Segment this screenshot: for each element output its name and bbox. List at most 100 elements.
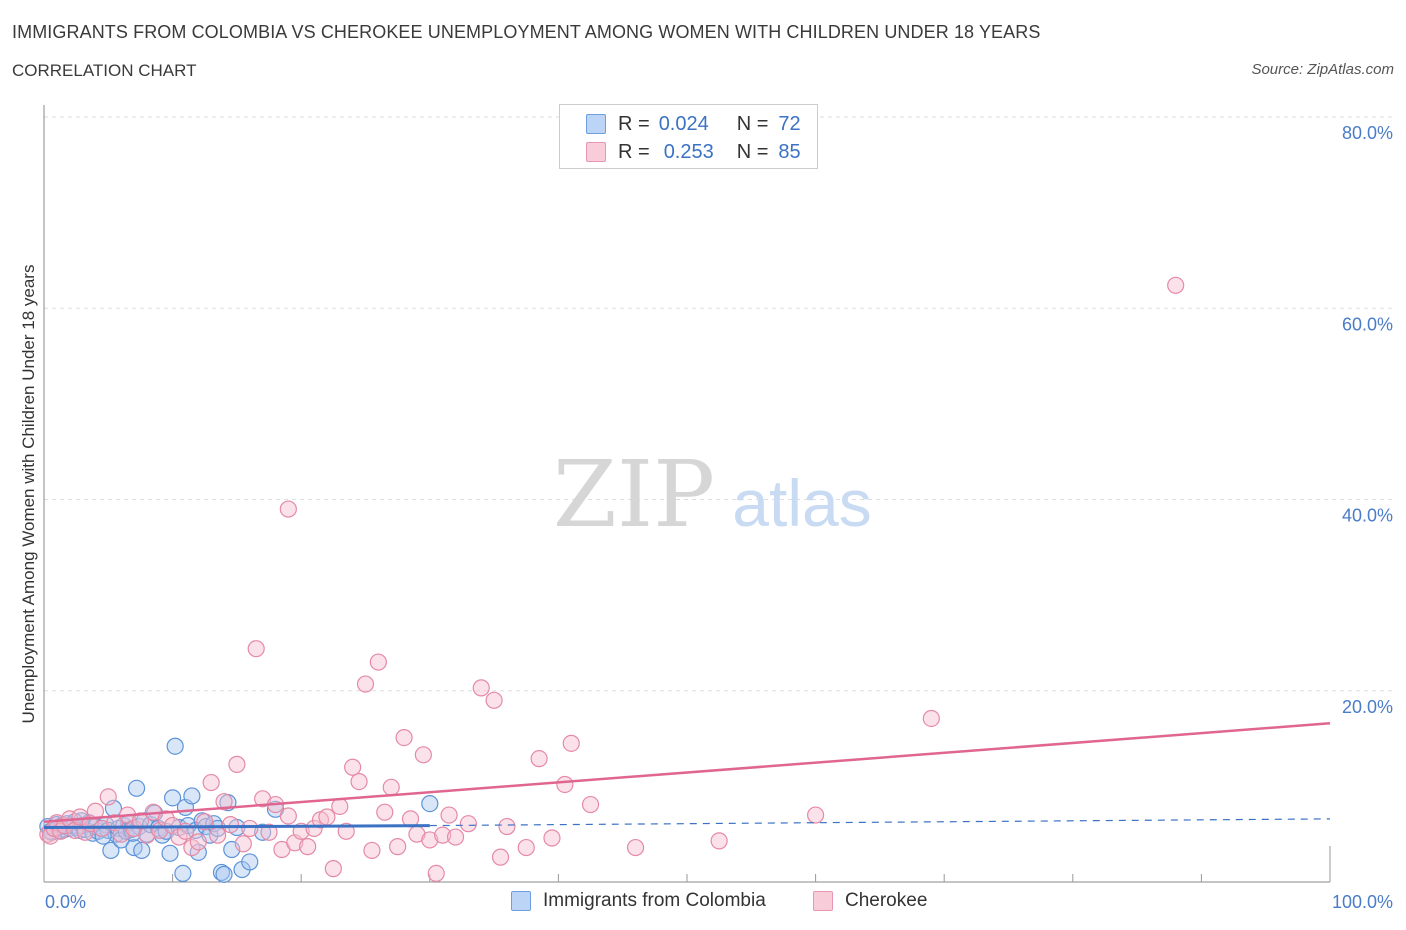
cherokee-point-74 — [530, 750, 548, 768]
cherokee-point-44 — [299, 838, 317, 856]
chart-title: IMMIGRANTS FROM COLOMBIA VS CHEROKEE UNE… — [12, 22, 1041, 42]
x-tick-label-max: 100.0% — [1332, 892, 1393, 912]
cherokee-point-58 — [389, 838, 407, 856]
cherokee-point-83 — [1167, 276, 1185, 294]
legend-swatch-colombia — [586, 114, 606, 134]
legend-swatch-cherokee — [586, 142, 606, 162]
cherokee-point-54 — [363, 841, 381, 860]
cherokee-point-34 — [234, 835, 252, 853]
cherokee-point-47 — [318, 808, 336, 826]
trend-line-colombia-dashed — [429, 818, 1331, 827]
cherokee-point-63 — [421, 831, 439, 849]
cherokee-point-27 — [189, 833, 207, 851]
colombia-point-43 — [164, 789, 182, 807]
colombia-point-63 — [241, 853, 259, 871]
colombia-point-32 — [127, 779, 146, 797]
colombia-point-42 — [161, 844, 179, 862]
cherokee-point-82 — [922, 709, 940, 728]
cherokee-point-62 — [414, 746, 432, 764]
bottom-legend-label-colombia: Immigrants from Colombia — [543, 890, 766, 911]
legend-row-colombia: R = 0.024 N = 72 — [586, 112, 801, 136]
bottom-legend-colombia: Immigrants from Colombia — [511, 890, 766, 912]
cherokee-point-70 — [485, 691, 503, 709]
cherokee-point-79 — [626, 838, 645, 857]
cherokee-point-53 — [356, 675, 375, 693]
colombia-point-71 — [421, 794, 439, 813]
cherokee-point-71 — [491, 848, 510, 866]
chart-subtitle: CORRELATION CHART — [12, 61, 197, 80]
cherokee-point-72 — [498, 817, 516, 836]
cherokee-point-18 — [131, 812, 150, 830]
grid-lines — [44, 116, 1393, 692]
cherokee-point-30 — [209, 826, 227, 844]
cherokee-point-48 — [324, 860, 342, 878]
cherokee-point-77 — [562, 734, 580, 752]
y-tick-label-1: 40.0% — [1342, 506, 1393, 526]
cherokee-point-81 — [806, 806, 825, 824]
watermark-zip: ZIP — [553, 441, 715, 548]
trend-line-colombia-solid — [43, 824, 430, 829]
watermark: ZIP atlas — [553, 441, 872, 548]
legend-r-label: R = — [618, 112, 650, 135]
cherokee-point-52 — [350, 772, 368, 791]
y-axis-label: Unemployment Among Women with Children U… — [19, 265, 38, 724]
bottom-legend-label-cherokee: Cherokee — [845, 890, 928, 911]
series-cherokee-points — [39, 276, 1185, 882]
cherokee-point-13 — [99, 788, 117, 806]
bottom-swatch-cherokee — [813, 891, 833, 911]
cherokee-point-80 — [710, 832, 728, 850]
cherokee-point-64 — [427, 864, 445, 882]
colombia-point-64 — [254, 823, 272, 841]
legend-n-value: 85 — [778, 140, 801, 163]
source-credit: Source: ZipAtlas.com — [1251, 61, 1394, 78]
cherokee-point-41 — [279, 807, 297, 825]
legend-r-label: R = — [618, 140, 650, 163]
cherokee-point-24 — [170, 828, 188, 846]
cherokee-point-32 — [221, 816, 240, 834]
colombia-point-34 — [133, 841, 151, 860]
cherokee-point-51 — [344, 758, 362, 776]
cherokee-point-38 — [260, 823, 278, 841]
colombia-point-49 — [183, 787, 201, 805]
colombia-point-46 — [174, 864, 192, 882]
legend-n-value: 72 — [778, 112, 801, 135]
cherokee-point-31 — [215, 793, 233, 811]
y-axis-tick-labels: 20.0% 40.0% 60.0% 80.0% — [1342, 123, 1393, 717]
cherokee-point-68 — [459, 815, 477, 833]
cherokee-point-69 — [472, 679, 490, 697]
cherokee-point-36 — [247, 640, 265, 658]
y-tick-label-0: 20.0% — [1342, 697, 1393, 717]
cherokee-point-26 — [183, 838, 201, 857]
cherokee-point-57 — [382, 778, 400, 796]
cherokee-point-66 — [440, 806, 458, 824]
trend-line-cherokee — [43, 722, 1331, 824]
cherokee-point-67 — [446, 828, 465, 846]
legend-r-value: 0.253 — [663, 140, 714, 163]
legend-r-value: 0.024 — [658, 112, 709, 135]
watermark-atlas: atlas — [732, 466, 871, 540]
legend-n-label: N = — [736, 140, 769, 163]
y-tick-label-2: 60.0% — [1342, 314, 1393, 334]
cherokee-point-33 — [228, 755, 246, 773]
cherokee-point-8 — [71, 808, 89, 826]
cherokee-point-84 — [279, 500, 297, 518]
x-tick-label-min: 0.0% — [45, 892, 86, 912]
x-axis-ticks — [43, 846, 1331, 882]
cherokee-point-35 — [241, 819, 259, 838]
legend-row-cherokee: R = 0.253 N = 85 — [586, 140, 801, 164]
cherokee-point-56 — [376, 803, 394, 821]
legend-n-label: N = — [736, 112, 769, 135]
colombia-point-44 — [166, 737, 184, 755]
stats-legend: R = 0.024 N = 72 R = 0.253 N = 85 — [559, 104, 818, 169]
colombia-point-57 — [212, 863, 231, 882]
cherokee-point-73 — [517, 838, 535, 857]
bottom-swatch-colombia — [511, 891, 531, 911]
bottom-legend-cherokee: Cherokee — [813, 890, 927, 912]
cherokee-point-11 — [86, 802, 105, 820]
cherokee-point-29 — [202, 773, 220, 792]
cherokee-point-49 — [331, 797, 349, 816]
colombia-point-22 — [102, 841, 120, 860]
colombia-point-58 — [215, 865, 233, 883]
cherokee-point-45 — [305, 819, 323, 838]
y-tick-label-3: 80.0% — [1342, 123, 1393, 143]
